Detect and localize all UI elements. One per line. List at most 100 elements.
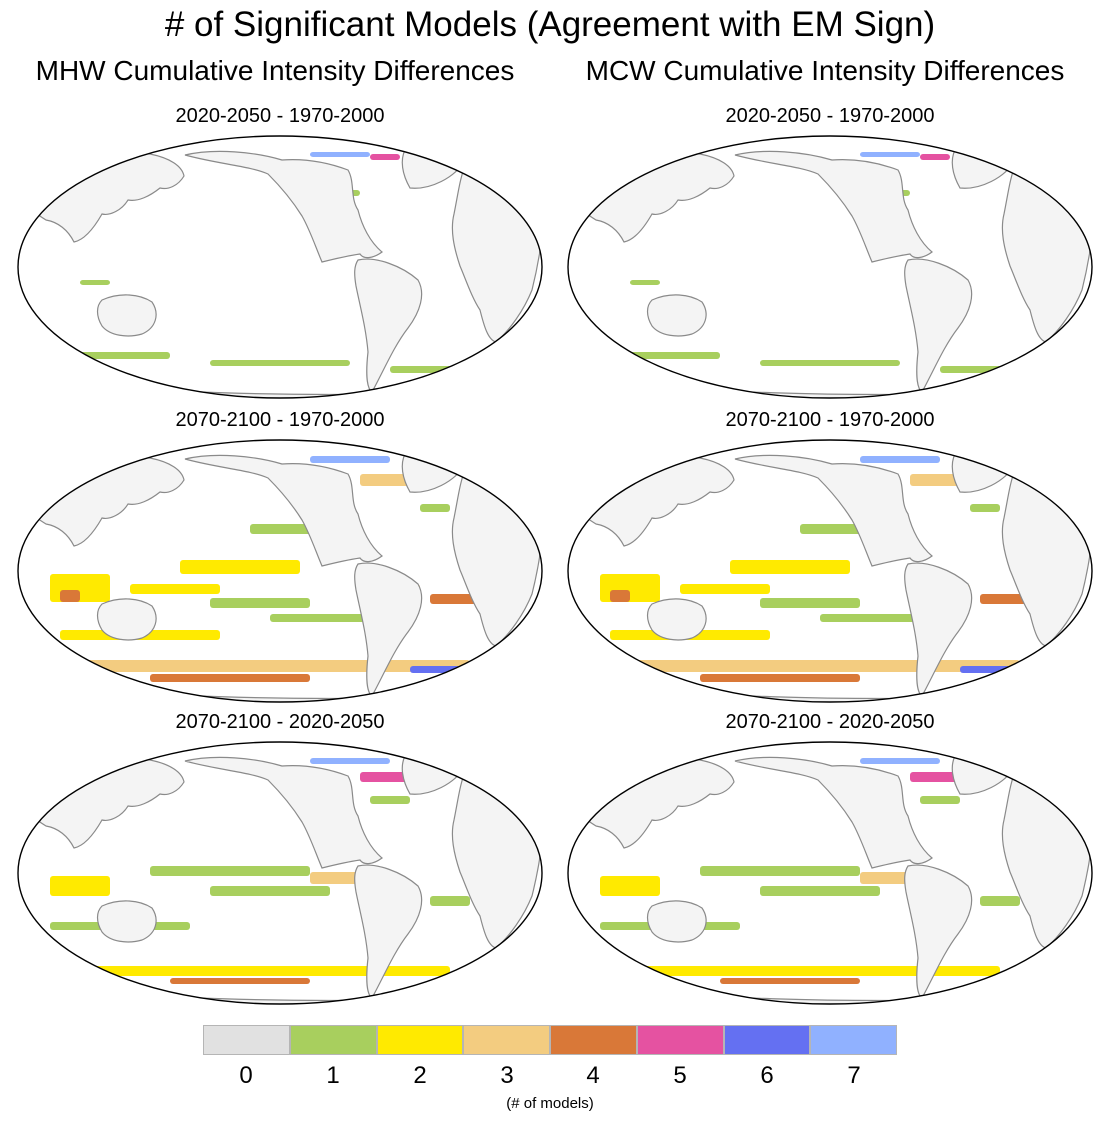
agreement-patch: [730, 560, 850, 574]
agreement-patch: [310, 758, 390, 764]
world-map: [17, 741, 543, 1005]
colorbar-labels: 0 1 2 3 4 5 6 7: [203, 1062, 897, 1092]
colorbar-swatch-6: [723, 1025, 811, 1055]
figure-title: # of Significant Models (Agreement with …: [164, 5, 936, 44]
world-map: [17, 135, 543, 399]
agreement-patch: [920, 154, 950, 160]
map-border: [17, 135, 543, 399]
panel-title: 2070-2100 - 2020-2050: [175, 711, 385, 733]
agreement-patch: [700, 866, 860, 876]
colorbar-label: 6: [760, 1062, 774, 1089]
panel-title: 2070-2100 - 1970-2000: [725, 409, 935, 431]
agreement-patch: [760, 360, 900, 366]
panel-title: 2070-2100 - 2020-2050: [725, 711, 935, 733]
panel-title: 2020-2050 - 1970-2000: [725, 105, 935, 127]
agreement-patch: [70, 660, 470, 672]
world-map: [17, 439, 543, 703]
agreement-patch: [720, 978, 860, 984]
north-america-landmass: [734, 454, 933, 567]
agreement-patch: [860, 456, 940, 463]
world-map: [567, 135, 1093, 399]
colorbar-swatch-7: [810, 1025, 897, 1055]
agreement-patch: [150, 674, 310, 682]
map-panel-mcw-2020-2050: 2020-2050 - 1970-2000: [560, 104, 1100, 404]
colorbar-label: 4: [586, 1062, 600, 1089]
agreement-patch: [310, 152, 370, 157]
agreement-patch: [760, 598, 860, 608]
agreement-patch: [370, 796, 410, 804]
australia-landmass: [96, 294, 157, 337]
agreement-patch: [270, 614, 390, 622]
mcw-column-title: MCW Cumulative Intensity Differences: [585, 55, 1065, 86]
map-panel-mhw-2070-2100-vs-2020-2050: 2070-2100 - 2020-2050: [10, 710, 550, 1010]
agreement-patch: [150, 866, 310, 876]
map-panel-mcw-2070-2100: 2070-2100 - 1970-2000: [560, 408, 1100, 708]
agreement-patch: [980, 896, 1020, 906]
australia-landmass: [646, 294, 707, 337]
agreement-patch: [210, 598, 310, 608]
agreement-patch: [700, 674, 860, 682]
panel-title: 2070-2100 - 1970-2000: [175, 409, 385, 431]
world-map: [567, 439, 1093, 703]
agreement-patch: [180, 560, 300, 574]
colorbar-label: 7: [847, 1062, 861, 1089]
map-border: [17, 741, 543, 1005]
agreement-patch: [50, 352, 170, 359]
agreement-patch: [620, 660, 1020, 672]
north-america-landmass: [184, 756, 383, 869]
panel-title: 2020-2050 - 1970-2000: [175, 105, 385, 127]
agreement-patch: [60, 590, 80, 602]
agreement-patch: [610, 590, 630, 602]
agreement-patch: [410, 666, 480, 673]
agreement-patch: [970, 504, 1000, 512]
colorbar-label: 2: [413, 1062, 427, 1089]
agreement-patch: [860, 152, 920, 157]
agreement-patch: [620, 966, 1000, 976]
north-america-landmass: [734, 150, 933, 263]
map-border: [567, 439, 1093, 703]
agreement-patch: [210, 360, 350, 366]
world-map: [567, 741, 1093, 1005]
agreement-patch: [310, 456, 390, 463]
agreement-patch: [130, 584, 220, 594]
colorbar-swatch-3: [463, 1025, 550, 1055]
australia-landmass: [96, 900, 157, 943]
agreement-patch: [600, 876, 660, 896]
australia-landmass: [646, 900, 707, 943]
agreement-patch: [50, 876, 110, 896]
colorbar-swatch-0: [203, 1025, 290, 1055]
map-panel-mhw-2020-2050: 2020-2050 - 1970-2000: [10, 104, 550, 404]
agreement-patch: [430, 896, 470, 906]
agreement-patch: [370, 154, 400, 160]
australia-landmass: [96, 598, 157, 641]
colorbar-swatch-1: [289, 1025, 377, 1055]
map-panel-mhw-2070-2100: 2070-2100 - 1970-2000: [10, 408, 550, 708]
map-panel-mcw-2070-2100-vs-2020-2050: 2070-2100 - 2020-2050: [560, 710, 1100, 1010]
colorbar: [203, 1025, 897, 1055]
australia-landmass: [646, 598, 707, 641]
colorbar-label: 1: [326, 1062, 340, 1089]
agreement-patch: [820, 614, 940, 622]
agreement-patch: [420, 504, 450, 512]
agreement-patch: [70, 966, 450, 976]
agreement-patch: [960, 666, 1030, 673]
agreement-patch: [760, 886, 880, 896]
colorbar-swatch-5: [636, 1025, 724, 1055]
agreement-patch: [920, 796, 960, 804]
colorbar-label: 5: [673, 1062, 687, 1089]
north-america-landmass: [184, 454, 383, 567]
north-america-landmass: [734, 756, 933, 869]
colorbar-swatch-4: [550, 1025, 637, 1055]
north-america-landmass: [184, 150, 383, 263]
colorbar-swatch-2: [376, 1025, 464, 1055]
agreement-patch: [170, 978, 310, 984]
map-border: [17, 439, 543, 703]
colorbar-label: 3: [500, 1062, 514, 1089]
agreement-patch: [80, 280, 110, 285]
agreement-patch: [680, 584, 770, 594]
agreement-patch: [860, 758, 940, 764]
map-border: [567, 741, 1093, 1005]
mhw-column-title: MHW Cumulative Intensity Differences: [35, 55, 515, 86]
agreement-patch: [600, 352, 720, 359]
colorbar-caption: (# of models): [506, 1095, 594, 1112]
